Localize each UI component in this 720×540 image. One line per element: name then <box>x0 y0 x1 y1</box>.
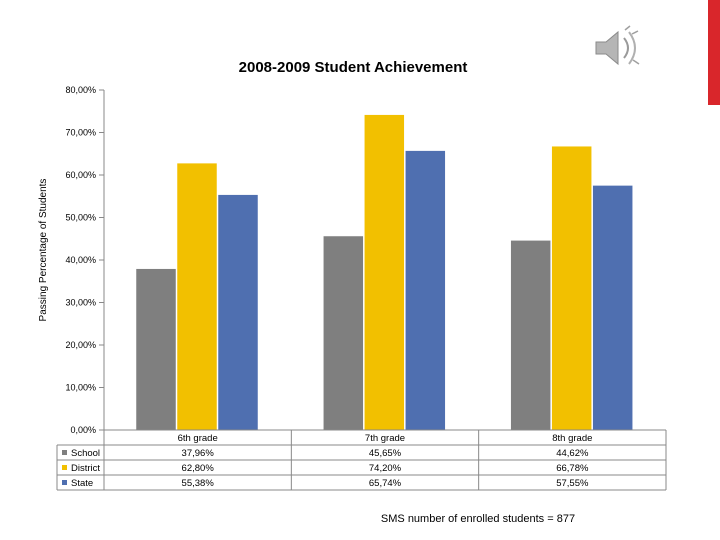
data-table: 6th grade 7th grade 8th grade School 37,96% 4… <box>56 430 667 491</box>
data-label: 45,65% <box>369 448 402 459</box>
category-label: 7th grade <box>365 433 405 444</box>
bar-state <box>217 194 259 431</box>
bar-school <box>135 268 177 431</box>
y-tick-label: 60,00% <box>65 170 96 180</box>
bar-district <box>176 162 218 431</box>
bar-district <box>551 145 592 431</box>
data-label: 66,78% <box>556 463 589 474</box>
y-tick-label: 50,00% <box>65 213 96 223</box>
y-tick-label: 70,00% <box>65 128 96 138</box>
data-label: 57,55% <box>556 478 589 489</box>
legend-key-state <box>62 480 67 485</box>
bar-school <box>510 240 551 431</box>
y-tick-label: 30,00% <box>65 298 96 308</box>
data-label: 37,96% <box>182 448 215 459</box>
bar-state <box>405 150 446 431</box>
legend-key-district <box>62 465 67 470</box>
chart-title: 2008-2009 Student Achievement <box>239 59 468 76</box>
bar-state <box>592 185 633 431</box>
accent-bar <box>708 0 720 105</box>
data-label: 55,38% <box>182 478 215 489</box>
y-axis-label: Passing Percentage of Students <box>38 179 49 322</box>
category-label: 8th grade <box>552 433 592 444</box>
y-tick-label: 20,00% <box>65 340 96 350</box>
data-label: 44,62% <box>556 448 589 459</box>
footer-note: SMS number of enrolled students = 877 <box>381 513 575 525</box>
y-tick-label: 10,00% <box>65 383 96 393</box>
y-tick-label: 80,00% <box>65 85 96 95</box>
y-tick-label: 0,00% <box>70 425 96 435</box>
bars <box>135 114 633 431</box>
legend-key-school <box>62 450 67 455</box>
bar-school <box>323 235 364 431</box>
legend-label: School <box>71 448 100 459</box>
legend-label: District <box>71 463 100 474</box>
axes <box>103 90 666 431</box>
legend-label: State <box>71 478 93 489</box>
category-label: 6th grade <box>178 433 218 444</box>
data-label: 65,74% <box>369 478 402 489</box>
data-label: 74,20% <box>369 463 402 474</box>
y-tick-label: 40,00% <box>65 255 96 265</box>
data-label: 62,80% <box>182 463 215 474</box>
y-axis-ticks: 0,00% 10,00% 20,00% 30,00% 40,00% 50,00% 60,00… <box>65 85 104 435</box>
bar-district <box>364 114 405 431</box>
speaker-icon[interactable] <box>592 24 644 72</box>
